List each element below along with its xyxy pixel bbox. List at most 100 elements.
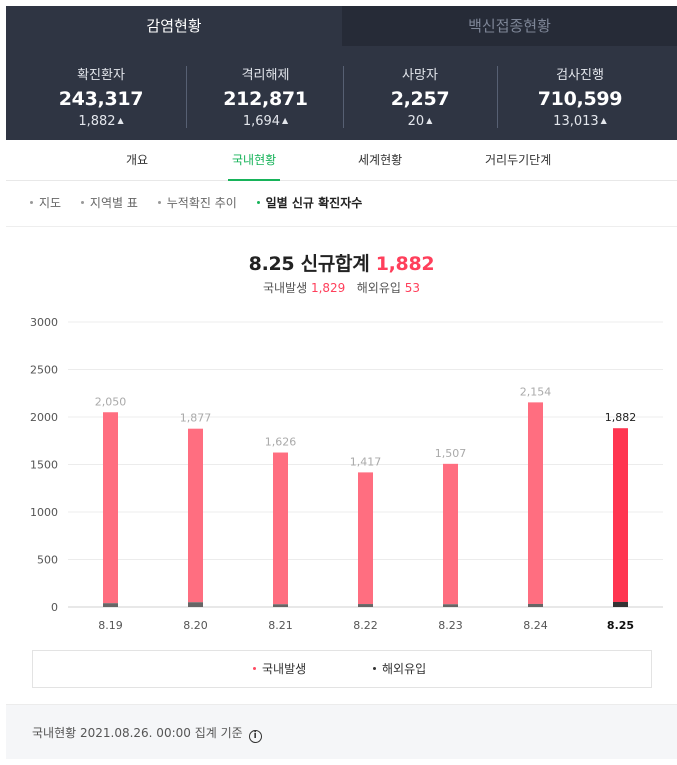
data-label: 2,050	[95, 395, 127, 408]
x-tick-label: 8.20	[183, 619, 208, 632]
footer: 국내현황 2021.08.26. 00:00 집계 기준 i	[6, 704, 677, 759]
bar-domestic	[443, 463, 458, 605]
overseas-label: 해외유입	[356, 281, 401, 295]
stat-label: 격리해제	[241, 68, 290, 83]
bar-domestic	[358, 472, 373, 605]
footer-note-text: 국내현황 2021.08.26. 00:00 집계 기준	[32, 726, 243, 740]
tab-infection-status[interactable]: 감염현황	[6, 6, 342, 46]
stat-delta: 1,694 ▲	[188, 114, 343, 129]
stat-value: 243,317	[58, 88, 144, 110]
y-tick-label: 0	[51, 601, 58, 614]
data-label: 2,154	[520, 385, 552, 398]
daily-cases-chart: 8.25 신규합계 1,882 국내발생 1,829 해외유입 53 0 500 1…	[6, 226, 677, 704]
up-arrow-icon: ▲	[600, 116, 607, 125]
y-tick-label: 2000	[30, 411, 58, 424]
stat-delta: 1,882 ▲	[16, 114, 186, 129]
stat-value: 2,257	[390, 88, 450, 110]
y-tick-label: 1000	[30, 506, 58, 519]
x-tick-label: 8.24	[523, 619, 548, 632]
x-tick-label: 8.22	[353, 619, 378, 632]
legend-item-overseas: 해외유입	[373, 651, 426, 687]
stat-delta-value: 1,882	[78, 114, 116, 129]
up-arrow-icon: ▲	[117, 116, 124, 125]
filter-daily-new[interactable]: 일별 신규 확진자수	[256, 196, 363, 210]
domestic-value: 1,829	[310, 281, 346, 295]
bar-chart-plot: 0 500 1000 1500 2000 2500 3000 2,050 8.19 1,877 8.…	[30, 316, 663, 632]
sub-navigation: 개요 국내현황 세계현황 거리두기단계	[6, 140, 677, 181]
chart-title: 8.25 신규합계 1,882	[6, 249, 677, 276]
bullet-icon	[256, 201, 260, 204]
tab-vaccination-status[interactable]: 백신접종현황	[342, 6, 677, 46]
stat-delta: 20 ▲	[345, 114, 495, 129]
bullet-icon	[157, 201, 161, 204]
bar-overseas	[613, 601, 628, 607]
stat-value: 710,599	[537, 88, 623, 110]
divider	[186, 66, 187, 128]
x-tick-label: 8.23	[438, 619, 463, 632]
domestic-label: 국내발생	[262, 281, 308, 295]
bar-overseas	[443, 604, 458, 607]
x-tick-label: 8.25	[607, 619, 634, 632]
stat-label: 사망자	[402, 68, 438, 83]
y-tick-label: 500	[37, 554, 58, 567]
filter-label: 지역별 표	[89, 196, 138, 210]
up-arrow-icon: ▲	[426, 116, 433, 125]
chart-legend: 국내발생 해외유입	[32, 650, 652, 688]
footer-note: 국내현황 2021.08.26. 00:00 집계 기준 i	[32, 724, 262, 743]
summary-total: 1,882	[375, 253, 435, 275]
stat-released: 격리해제 212,871 1,694 ▲	[188, 54, 343, 134]
summary-title: 8.25 신규합계	[248, 253, 370, 275]
divider	[343, 66, 344, 128]
stat-testing: 검사진행 710,599 13,013 ▲	[499, 54, 661, 134]
stat-delta-value: 20	[407, 114, 425, 129]
filter-map[interactable]: 지도	[30, 196, 61, 210]
legend-dot-icon	[253, 667, 256, 670]
y-tick-label: 3000	[30, 316, 58, 329]
stat-deaths: 사망자 2,257 20 ▲	[345, 54, 495, 134]
info-icon[interactable]: i	[248, 730, 262, 743]
overseas-value: 53	[404, 281, 421, 295]
y-tick-label: 1500	[30, 459, 58, 472]
stats-header: 감염현황 백신접종현황 확진환자 243,317 1,882 ▲ 격리해제 212…	[6, 6, 677, 140]
stat-label: 검사진행	[556, 68, 604, 83]
subnav-world[interactable]: 세계현황	[358, 153, 403, 167]
data-label: 1,417	[350, 455, 382, 468]
bar-overseas	[528, 603, 543, 607]
subnav-domestic[interactable]: 국내현황	[228, 140, 281, 181]
bar-overseas	[358, 604, 373, 607]
stat-confirmed: 확진환자 243,317 1,882 ▲	[16, 54, 186, 134]
bar-overseas	[273, 604, 288, 607]
bar-overseas	[103, 603, 118, 607]
filter-label: 누적확진 추이	[166, 196, 237, 210]
legend-label: 해외유입	[382, 662, 427, 676]
legend-dot-icon	[373, 667, 376, 670]
chart-filters: 지도 지역별 표 누적확진 추이 일별 신규 확진자수	[30, 194, 378, 214]
bar-overseas	[188, 602, 203, 607]
divider	[497, 66, 498, 128]
up-arrow-icon: ▲	[282, 116, 289, 125]
stat-delta-value: 13,013	[553, 114, 599, 129]
y-tick-label: 2500	[30, 364, 58, 377]
bar-domestic	[613, 428, 628, 602]
stat-value: 212,871	[223, 88, 308, 110]
data-label: 1,877	[180, 412, 212, 425]
x-tick-label: 8.19	[98, 619, 123, 632]
bar-domestic	[273, 452, 288, 605]
subnav-overview[interactable]: 개요	[126, 153, 149, 167]
bar-domestic	[103, 412, 118, 604]
bullet-icon	[30, 201, 33, 204]
legend-item-domestic: 국내발생	[253, 651, 306, 687]
subnav-distancing[interactable]: 거리두기단계	[485, 153, 552, 167]
bar-domestic	[528, 402, 543, 604]
filter-cumulative-trend[interactable]: 누적확진 추이	[157, 196, 237, 210]
filter-region-table[interactable]: 지역별 표	[80, 196, 138, 210]
bullet-icon	[80, 201, 84, 204]
data-label: 1,882	[605, 411, 637, 424]
legend-label: 국내발생	[262, 662, 307, 676]
filter-label: 일별 신규 확진자수	[265, 196, 363, 210]
filter-label: 지도	[39, 196, 62, 210]
data-label: 1,507	[435, 447, 467, 460]
data-label: 1,626	[265, 436, 297, 449]
x-tick-label: 8.21	[268, 619, 293, 632]
chart-subtitle: 국내발생 1,829 해외유입 53	[6, 279, 677, 296]
